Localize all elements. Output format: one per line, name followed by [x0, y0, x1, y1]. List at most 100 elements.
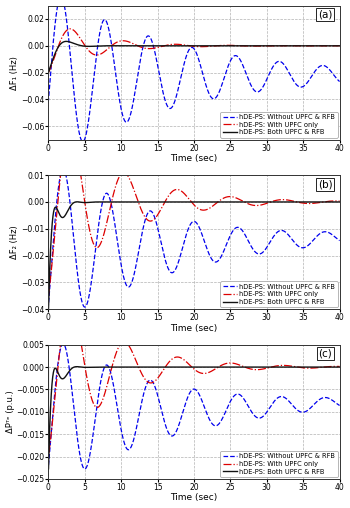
hDE-PS: Both UPFC & RFB: (3.91, 8.97e-05): Both UPFC & RFB: (3.91, 8.97e-05)	[75, 364, 79, 370]
hDE-PS: With UPFC only: (29.7, -0.000374): With UPFC only: (29.7, -0.000374)	[262, 366, 266, 372]
hDE-PS: Both UPFC & RFB: (29.7, -3.2e-15): Both UPFC & RFB: (29.7, -3.2e-15)	[262, 199, 266, 205]
hDE-PS: Both UPFC & RFB: (0.005, -0.0399): Both UPFC & RFB: (0.005, -0.0399)	[46, 306, 50, 312]
hDE-PS: Without UPFC & RFB: (23.7, -0.0315): Without UPFC & RFB: (23.7, -0.0315)	[219, 85, 223, 91]
hDE-PS: With UPFC only: (0.005, -0.0199): With UPFC only: (0.005, -0.0199)	[46, 453, 50, 459]
hDE-PS: Both UPFC & RFB: (31.8, -1.36e-11): Both UPFC & RFB: (31.8, -1.36e-11)	[278, 43, 282, 49]
hDE-PS: With UPFC only: (31.8, 0.000825): With UPFC only: (31.8, 0.000825)	[278, 197, 282, 203]
hDE-PS: Both UPFC & RFB: (3.95, 5.33e-05): Both UPFC & RFB: (3.95, 5.33e-05)	[75, 199, 79, 205]
Legend: hDE-PS: Without UPFC & RFB, hDE-PS: With UPFC only, hDE-PS: Both UPFC & RFB: hDE-PS: Without UPFC & RFB, hDE-PS: With…	[220, 451, 337, 477]
hDE-PS: Without UPFC & RFB: (31.8, -0.0117): Without UPFC & RFB: (31.8, -0.0117)	[278, 58, 282, 65]
hDE-PS: Both UPFC & RFB: (40, -1.17e-21): Both UPFC & RFB: (40, -1.17e-21)	[337, 364, 342, 370]
Y-axis label: ΔF₂ (Hz): ΔF₂ (Hz)	[10, 226, 20, 259]
hDE-PS: Without UPFC & RFB: (2.04, 0.0122): Without UPFC & RFB: (2.04, 0.0122)	[61, 166, 65, 172]
hDE-PS: Without UPFC & RFB: (25.4, -0.00793): Without UPFC & RFB: (25.4, -0.00793)	[231, 53, 236, 59]
hDE-PS: With UPFC only: (31.8, 0.000345): With UPFC only: (31.8, 0.000345)	[278, 363, 282, 369]
Line: hDE-PS: Both UPFC & RFB: hDE-PS: Both UPFC & RFB	[48, 367, 340, 469]
hDE-PS: Without UPFC & RFB: (2.03, 0.00522): Without UPFC & RFB: (2.03, 0.00522)	[61, 341, 65, 347]
hDE-PS: Both UPFC & RFB: (23.7, -3.26e-14): Both UPFC & RFB: (23.7, -3.26e-14)	[219, 364, 223, 370]
X-axis label: Time (sec): Time (sec)	[170, 324, 218, 333]
Line: hDE-PS: With UPFC only: hDE-PS: With UPFC only	[48, 29, 340, 73]
hDE-PS: Without UPFC & RFB: (29.7, -0.0107): Without UPFC & RFB: (29.7, -0.0107)	[262, 412, 266, 418]
hDE-PS: With UPFC only: (2.02, 0.0175): With UPFC only: (2.02, 0.0175)	[61, 152, 65, 158]
hDE-PS: With UPFC only: (14.5, -0.00179): With UPFC only: (14.5, -0.00179)	[152, 45, 156, 51]
hDE-PS: With UPFC only: (0, 0): With UPFC only: (0, 0)	[46, 43, 50, 49]
hDE-PS: With UPFC only: (0, 0): With UPFC only: (0, 0)	[46, 364, 50, 370]
hDE-PS: Both UPFC & RFB: (0, 0): Both UPFC & RFB: (0, 0)	[46, 199, 50, 205]
hDE-PS: Without UPFC & RFB: (25.4, -0.0105): Without UPFC & RFB: (25.4, -0.0105)	[231, 227, 236, 233]
hDE-PS: With UPFC only: (0.005, -0.0349): With UPFC only: (0.005, -0.0349)	[46, 293, 50, 299]
hDE-PS: Without UPFC & RFB: (40, -0.0144): Without UPFC & RFB: (40, -0.0144)	[337, 238, 342, 244]
hDE-PS: With UPFC only: (29.7, -0.000802): With UPFC only: (29.7, -0.000802)	[262, 201, 266, 207]
Legend: hDE-PS: Without UPFC & RFB, hDE-PS: With UPFC only, hDE-PS: Both UPFC & RFB: hDE-PS: Without UPFC & RFB, hDE-PS: With…	[220, 281, 337, 307]
hDE-PS: With UPFC only: (14.5, -0.00331): With UPFC only: (14.5, -0.00331)	[152, 379, 156, 385]
hDE-PS: Both UPFC & RFB: (29.7, 5.38e-12): Both UPFC & RFB: (29.7, 5.38e-12)	[262, 43, 266, 49]
hDE-PS: With UPFC only: (2.02, 0.00778): With UPFC only: (2.02, 0.00778)	[61, 33, 65, 39]
Legend: hDE-PS: Without UPFC & RFB, hDE-PS: With UPFC only, hDE-PS: Both UPFC & RFB: hDE-PS: Without UPFC & RFB, hDE-PS: With…	[220, 112, 337, 138]
hDE-PS: Without UPFC & RFB: (40, -0.00859): Without UPFC & RFB: (40, -0.00859)	[337, 402, 342, 408]
Y-axis label: ΔF₁ (Hz): ΔF₁ (Hz)	[10, 56, 20, 89]
hDE-PS: Both UPFC & RFB: (25.4, -9.58e-10): Both UPFC & RFB: (25.4, -9.58e-10)	[231, 43, 236, 49]
hDE-PS: Both UPFC & RFB: (14.5, -1.62e-08): Both UPFC & RFB: (14.5, -1.62e-08)	[152, 199, 156, 205]
hDE-PS: Both UPFC & RFB: (14.5, -1.43e-09): Both UPFC & RFB: (14.5, -1.43e-09)	[152, 364, 156, 370]
hDE-PS: Both UPFC & RFB: (0.005, -0.0199): Both UPFC & RFB: (0.005, -0.0199)	[46, 70, 50, 76]
hDE-PS: Without UPFC & RFB: (4.73, -0.0714): Without UPFC & RFB: (4.73, -0.0714)	[81, 139, 85, 145]
hDE-PS: Both UPFC & RFB: (40, 5.09e-14): Both UPFC & RFB: (40, 5.09e-14)	[337, 43, 342, 49]
hDE-PS: Without UPFC & RFB: (14.5, -0.00498): Without UPFC & RFB: (14.5, -0.00498)	[152, 212, 156, 218]
hDE-PS: Both UPFC & RFB: (29.7, 8.09e-18): Both UPFC & RFB: (29.7, 8.09e-18)	[262, 364, 266, 370]
hDE-PS: Without UPFC & RFB: (31.8, -0.0107): Without UPFC & RFB: (31.8, -0.0107)	[278, 228, 282, 234]
hDE-PS: With UPFC only: (40, 1.99e-05): With UPFC only: (40, 1.99e-05)	[337, 43, 342, 49]
hDE-PS: Without UPFC & RFB: (31.8, -0.00664): Without UPFC & RFB: (31.8, -0.00664)	[278, 394, 282, 400]
hDE-PS: With UPFC only: (31.8, 0.000115): With UPFC only: (31.8, 0.000115)	[278, 43, 282, 49]
Line: hDE-PS: With UPFC only: hDE-PS: With UPFC only	[48, 130, 340, 296]
hDE-PS: Without UPFC & RFB: (40, -0.0266): Without UPFC & RFB: (40, -0.0266)	[337, 78, 342, 84]
hDE-PS: With UPFC only: (23.7, 0.000241): With UPFC only: (23.7, 0.000241)	[219, 43, 223, 49]
Text: (b): (b)	[318, 179, 332, 189]
Y-axis label: ΔPᵀᵉ (p.u.): ΔPᵀᵉ (p.u.)	[6, 391, 15, 433]
hDE-PS: With UPFC only: (40, 0.000335): With UPFC only: (40, 0.000335)	[337, 198, 342, 204]
hDE-PS: Without UPFC & RFB: (14.5, -0.00152): Without UPFC & RFB: (14.5, -0.00152)	[152, 45, 156, 51]
X-axis label: Time (sec): Time (sec)	[170, 154, 218, 163]
hDE-PS: Both UPFC & RFB: (31.8, 2.4e-16): Both UPFC & RFB: (31.8, 2.4e-16)	[278, 199, 282, 205]
hDE-PS: With UPFC only: (0.005, -0.0199): With UPFC only: (0.005, -0.0199)	[46, 70, 50, 76]
hDE-PS: With UPFC only: (25.4, 0.000276): With UPFC only: (25.4, 0.000276)	[231, 42, 236, 48]
hDE-PS: Both UPFC & RFB: (31.8, 9.09e-18): Both UPFC & RFB: (31.8, 9.09e-18)	[278, 364, 282, 370]
hDE-PS: Without UPFC & RFB: (0, 0): Without UPFC & RFB: (0, 0)	[46, 364, 50, 370]
hDE-PS: Without UPFC & RFB: (2.01, 0.0122): Without UPFC & RFB: (2.01, 0.0122)	[61, 166, 65, 172]
hDE-PS: Without UPFC & RFB: (29.7, -0.0288): Without UPFC & RFB: (29.7, -0.0288)	[262, 81, 266, 87]
hDE-PS: Both UPFC & RFB: (2.46, 0.0033): Both UPFC & RFB: (2.46, 0.0033)	[64, 38, 68, 44]
hDE-PS: With UPFC only: (40, 0.000138): With UPFC only: (40, 0.000138)	[337, 363, 342, 369]
hDE-PS: Both UPFC & RFB: (40, 4.39e-20): Both UPFC & RFB: (40, 4.39e-20)	[337, 199, 342, 205]
hDE-PS: Without UPFC & RFB: (25.4, -0.0066): Without UPFC & RFB: (25.4, -0.0066)	[231, 394, 236, 400]
hDE-PS: Without UPFC & RFB: (23.7, -0.0121): Without UPFC & RFB: (23.7, -0.0121)	[219, 419, 223, 425]
hDE-PS: Without UPFC & RFB: (5.01, -0.0392): Without UPFC & RFB: (5.01, -0.0392)	[83, 304, 87, 310]
hDE-PS: Without UPFC & RFB: (0, 0): Without UPFC & RFB: (0, 0)	[46, 199, 50, 205]
Line: hDE-PS: Without UPFC & RFB: hDE-PS: Without UPFC & RFB	[48, 0, 340, 142]
hDE-PS: With UPFC only: (2.98, 0.0268): With UPFC only: (2.98, 0.0268)	[68, 127, 72, 133]
hDE-PS: With UPFC only: (0, 0): With UPFC only: (0, 0)	[46, 199, 50, 205]
X-axis label: Time (sec): Time (sec)	[170, 493, 218, 502]
hDE-PS: With UPFC only: (2.99, 0.0126): With UPFC only: (2.99, 0.0126)	[68, 26, 72, 32]
hDE-PS: With UPFC only: (25.4, 0.000851): With UPFC only: (25.4, 0.000851)	[231, 360, 236, 366]
hDE-PS: Both UPFC & RFB: (2.02, 0.00273): Both UPFC & RFB: (2.02, 0.00273)	[61, 39, 65, 45]
hDE-PS: Both UPFC & RFB: (25.4, 1.96e-13): Both UPFC & RFB: (25.4, 1.96e-13)	[231, 199, 236, 205]
hDE-PS: With UPFC only: (23.7, 0.000799): With UPFC only: (23.7, 0.000799)	[219, 197, 223, 203]
hDE-PS: Both UPFC & RFB: (0.005, -0.0229): Both UPFC & RFB: (0.005, -0.0229)	[46, 466, 50, 472]
Line: hDE-PS: Both UPFC & RFB: hDE-PS: Both UPFC & RFB	[48, 41, 340, 73]
hDE-PS: Both UPFC & RFB: (14.5, 6.02e-07): Both UPFC & RFB: (14.5, 6.02e-07)	[152, 43, 156, 49]
hDE-PS: With UPFC only: (29.7, -6.57e-05): With UPFC only: (29.7, -6.57e-05)	[262, 43, 266, 49]
hDE-PS: Without UPFC & RFB: (5.01, -0.0228): Without UPFC & RFB: (5.01, -0.0228)	[83, 466, 87, 472]
hDE-PS: Without UPFC & RFB: (0, 0): Without UPFC & RFB: (0, 0)	[46, 43, 50, 49]
Line: hDE-PS: With UPFC only: hDE-PS: With UPFC only	[48, 301, 340, 456]
hDE-PS: Without UPFC & RFB: (14.5, -0.0038): Without UPFC & RFB: (14.5, -0.0038)	[152, 381, 156, 387]
Line: hDE-PS: Both UPFC & RFB: hDE-PS: Both UPFC & RFB	[48, 202, 340, 309]
hDE-PS: Both UPFC & RFB: (2.02, -0.00261): Both UPFC & RFB: (2.02, -0.00261)	[61, 376, 65, 382]
Line: hDE-PS: Without UPFC & RFB: hDE-PS: Without UPFC & RFB	[48, 344, 340, 469]
hDE-PS: With UPFC only: (23.7, 0.000312): With UPFC only: (23.7, 0.000312)	[219, 363, 223, 369]
hDE-PS: Both UPFC & RFB: (23.7, -6.71e-10): Both UPFC & RFB: (23.7, -6.71e-10)	[219, 43, 223, 49]
hDE-PS: Both UPFC & RFB: (2.02, -0.00577): Both UPFC & RFB: (2.02, -0.00577)	[61, 214, 65, 220]
hDE-PS: Both UPFC & RFB: (0, 0): Both UPFC & RFB: (0, 0)	[46, 43, 50, 49]
hDE-PS: Without UPFC & RFB: (2.02, 0.0342): Without UPFC & RFB: (2.02, 0.0342)	[61, 0, 65, 3]
hDE-PS: Without UPFC & RFB: (23.7, -0.0206): Without UPFC & RFB: (23.7, -0.0206)	[219, 254, 223, 260]
hDE-PS: With UPFC only: (14.5, -0.00655): With UPFC only: (14.5, -0.00655)	[152, 216, 156, 223]
hDE-PS: With UPFC only: (2.99, 0.0147): With UPFC only: (2.99, 0.0147)	[68, 298, 72, 304]
